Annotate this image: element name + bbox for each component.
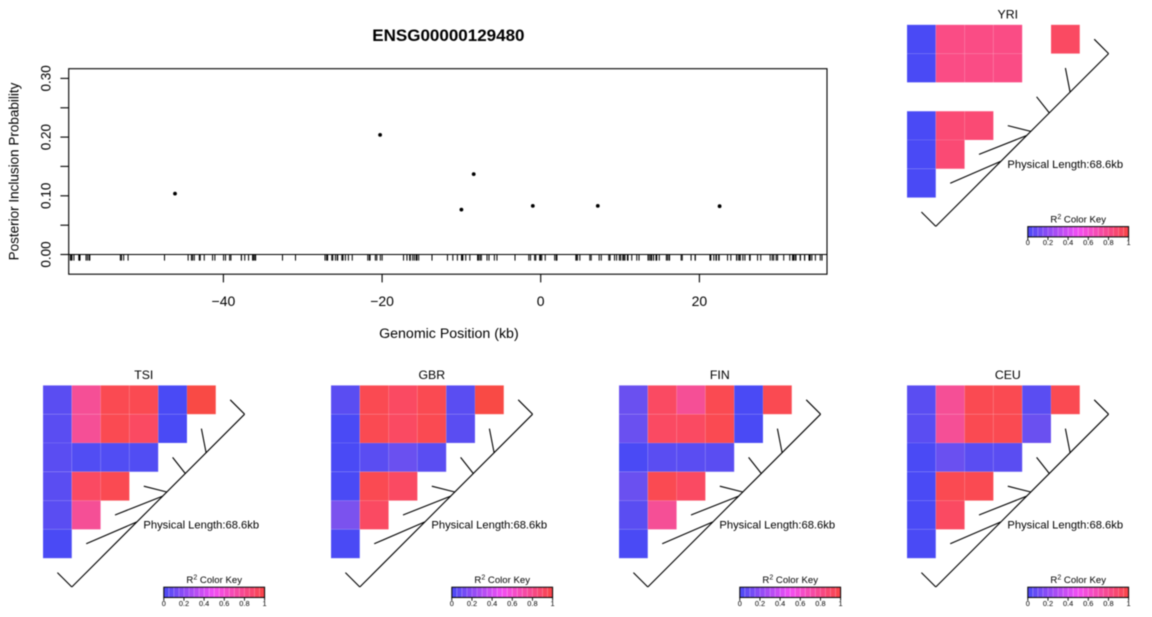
svg-text:1: 1 — [1127, 238, 1131, 247]
svg-text:0.10: 0.10 — [38, 183, 53, 209]
svg-text:0.8: 0.8 — [1103, 238, 1113, 247]
svg-text:0: 0 — [1026, 238, 1030, 247]
svg-text:0.6: 0.6 — [795, 599, 805, 608]
svg-text:0.6: 0.6 — [219, 599, 229, 608]
svg-text:R2 Color Key: R2 Color Key — [762, 574, 818, 586]
svg-text:YRI: YRI — [998, 8, 1019, 22]
svg-text:Physical Length:68.6kb: Physical Length:68.6kb — [719, 519, 835, 531]
svg-text:0.2: 0.2 — [1043, 599, 1053, 608]
svg-text:0.8: 0.8 — [1103, 599, 1113, 608]
svg-text:0.6: 0.6 — [1083, 599, 1093, 608]
svg-text:R2 Color Key: R2 Color Key — [474, 574, 530, 586]
svg-text:0.2: 0.2 — [755, 599, 765, 608]
svg-text:R2 Color Key: R2 Color Key — [186, 574, 242, 586]
svg-text:Physical Length:68.6kb: Physical Length:68.6kb — [1007, 519, 1123, 531]
svg-text:Physical Length:68.6kb: Physical Length:68.6kb — [431, 519, 547, 531]
svg-text:0.8: 0.8 — [815, 599, 825, 608]
svg-text:0.4: 0.4 — [1063, 599, 1073, 608]
svg-text:−20: −20 — [370, 293, 394, 309]
svg-text:Posterior Inclusion Probabilit: Posterior Inclusion Probability — [7, 82, 22, 260]
svg-text:0.4: 0.4 — [487, 599, 497, 608]
svg-text:0.6: 0.6 — [1083, 238, 1093, 247]
svg-text:1: 1 — [1127, 599, 1131, 608]
svg-text:1: 1 — [263, 599, 267, 608]
svg-text:CEU: CEU — [995, 368, 1021, 382]
svg-text:−40: −40 — [212, 293, 236, 309]
svg-text:0: 0 — [162, 599, 166, 608]
svg-text:20: 20 — [692, 293, 708, 309]
svg-text:0.8: 0.8 — [527, 599, 537, 608]
svg-text:Physical Length:68.6kb: Physical Length:68.6kb — [1007, 159, 1123, 171]
svg-text:FIN: FIN — [710, 368, 730, 382]
svg-text:0.4: 0.4 — [1063, 238, 1073, 247]
svg-text:0.30: 0.30 — [38, 65, 53, 91]
svg-text:0.2: 0.2 — [1043, 238, 1053, 247]
svg-text:0.4: 0.4 — [775, 599, 785, 608]
svg-text:R2 Color Key: R2 Color Key — [1050, 574, 1106, 586]
svg-text:GBR: GBR — [418, 368, 445, 382]
svg-text:0: 0 — [738, 599, 742, 608]
svg-text:0.8: 0.8 — [239, 599, 249, 608]
svg-text:0.2: 0.2 — [179, 599, 189, 608]
svg-text:R2 Color Key: R2 Color Key — [1050, 214, 1106, 226]
svg-text:TSI: TSI — [134, 368, 153, 382]
svg-text:0.4: 0.4 — [199, 599, 209, 608]
svg-text:0.20: 0.20 — [38, 124, 53, 150]
svg-text:Physical Length:68.6kb: Physical Length:68.6kb — [143, 519, 259, 531]
svg-text:0.6: 0.6 — [507, 599, 517, 608]
svg-text:1: 1 — [551, 599, 555, 608]
svg-text:0.2: 0.2 — [467, 599, 477, 608]
svg-text:1: 1 — [839, 599, 843, 608]
svg-text:0.00: 0.00 — [38, 241, 53, 267]
svg-text:Genomic Position (kb): Genomic Position (kb) — [379, 326, 519, 342]
svg-text:0: 0 — [537, 293, 545, 309]
svg-text:0: 0 — [450, 599, 454, 608]
svg-text:0: 0 — [1026, 599, 1030, 608]
svg-text:ENSG00000129480: ENSG00000129480 — [372, 26, 524, 45]
